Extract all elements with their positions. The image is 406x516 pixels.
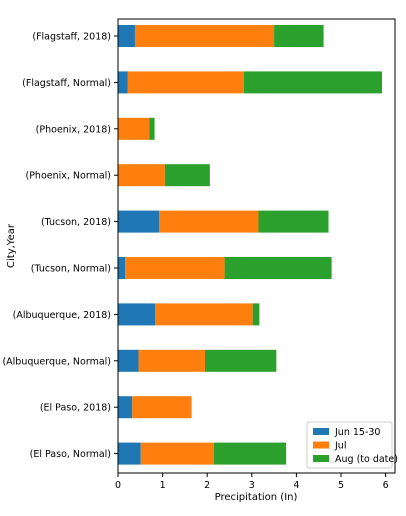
bar-segment bbox=[224, 257, 332, 279]
bar-segment bbox=[118, 71, 128, 94]
y-tick-label: (Flagstaff, 2018) bbox=[32, 32, 111, 43]
y-tick-label: (El Paso, 2018) bbox=[40, 403, 111, 414]
bar-segment bbox=[258, 210, 329, 233]
y-tick-label: (Phoenix, 2018) bbox=[36, 124, 111, 135]
x-tick-label: 5 bbox=[338, 480, 344, 491]
bar-segment bbox=[118, 303, 156, 326]
bar-segment bbox=[118, 25, 135, 47]
legend-label: Jun 15-30 bbox=[334, 427, 380, 438]
bar-segment bbox=[132, 396, 192, 419]
x-tick-label: 0 bbox=[115, 480, 121, 491]
bar-segment bbox=[125, 257, 225, 279]
bar-segment bbox=[127, 71, 244, 94]
bars-layer bbox=[118, 25, 383, 465]
y-tick-label: (Tucson, 2018) bbox=[41, 217, 111, 228]
bar-segment bbox=[140, 442, 214, 465]
y-tick-label: (Albuquerque, Normal) bbox=[2, 356, 111, 367]
x-axis: 0 1 2 3 4 5 6 bbox=[115, 473, 389, 491]
bar-segment bbox=[118, 164, 165, 187]
bar-segment bbox=[134, 25, 275, 47]
bar-segment bbox=[204, 349, 277, 372]
bar-segment bbox=[164, 164, 210, 187]
y-axis: (Flagstaff, 2018) (Flagstaff, Normal) (Pho… bbox=[2, 32, 118, 460]
bar-segment bbox=[252, 303, 260, 326]
y-tick-label: (El Paso, Normal) bbox=[30, 449, 111, 460]
x-tick-label: 1 bbox=[160, 480, 166, 491]
bar-segment bbox=[118, 210, 160, 233]
bar-segment bbox=[118, 349, 139, 372]
x-tick-label: 4 bbox=[293, 480, 299, 491]
bar-segment bbox=[138, 349, 205, 372]
bar-segment bbox=[274, 25, 324, 47]
legend-swatch bbox=[313, 428, 329, 435]
legend: Jun 15-30 Jul Aug (to date) bbox=[306, 421, 398, 469]
x-tick-label: 6 bbox=[383, 480, 389, 491]
x-tick-label: 2 bbox=[204, 480, 210, 491]
bar-segment bbox=[118, 442, 141, 465]
x-tick-label: 3 bbox=[249, 480, 255, 491]
y-axis-label: City,Year bbox=[6, 223, 17, 268]
legend-swatch bbox=[313, 455, 329, 462]
bar-segment bbox=[118, 257, 126, 279]
legend-label: Aug (to date) bbox=[335, 454, 398, 465]
y-tick-label: (Flagstaff, Normal) bbox=[22, 78, 111, 89]
bar-segment bbox=[159, 210, 259, 233]
x-axis-label: Precipitation (In) bbox=[215, 492, 298, 503]
plot-frame bbox=[117, 18, 396, 474]
bar-segment bbox=[155, 303, 253, 326]
bar-segment bbox=[118, 396, 133, 419]
bar-segment bbox=[118, 117, 150, 140]
bar-segment bbox=[213, 442, 287, 465]
legend-label: Jul bbox=[334, 441, 346, 452]
y-tick-label: (Phoenix, Normal) bbox=[25, 171, 111, 182]
y-tick-label: (Tucson, Normal) bbox=[31, 264, 111, 275]
bar-segment bbox=[149, 117, 155, 140]
y-tick-label: (Albuquerque, 2018) bbox=[13, 310, 111, 321]
bar-segment bbox=[243, 71, 383, 94]
legend-swatch bbox=[313, 441, 329, 449]
